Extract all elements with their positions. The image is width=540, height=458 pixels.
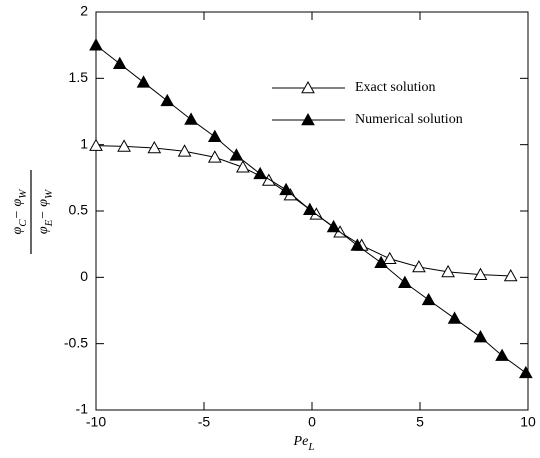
series-line	[95, 145, 511, 277]
marker	[147, 140, 162, 154]
marker	[398, 275, 412, 288]
marker	[518, 365, 533, 379]
x-tick-label: 10	[520, 414, 536, 430]
marker	[89, 38, 103, 51]
y-tick-label: 0	[80, 268, 88, 284]
y-label-numerator-part: − φ	[10, 198, 25, 219]
x-tick-label: -5	[198, 414, 211, 430]
legend-label: Numerical solution	[355, 112, 463, 127]
marker	[382, 251, 397, 265]
y-tick-label: 0.5	[69, 202, 89, 218]
y-label-denominator: φE− φW	[36, 189, 54, 234]
marker	[421, 292, 436, 306]
marker	[184, 112, 198, 125]
y-label-denominator-part: φ	[36, 226, 51, 234]
marker	[473, 267, 488, 280]
marker	[473, 330, 488, 343]
y-label-denominator-part: W	[43, 189, 55, 199]
legend-label: Exact solution	[355, 80, 436, 95]
x-tick-label: -10	[86, 414, 106, 430]
marker	[447, 311, 462, 324]
marker	[112, 56, 127, 70]
y-tick-label: 1	[80, 135, 88, 151]
marker	[207, 129, 222, 143]
marker	[136, 75, 151, 88]
marker	[374, 255, 388, 269]
y-tick-label: -0.5	[64, 334, 88, 350]
x-axis-label: PeL	[293, 434, 315, 452]
marker	[229, 148, 244, 161]
marker	[441, 264, 455, 278]
marker	[326, 219, 341, 233]
marker	[253, 166, 268, 180]
legend-marker	[301, 80, 315, 94]
y-label-denominator-part: E	[43, 219, 55, 227]
y-label-numerator-part: φ	[10, 226, 25, 234]
marker	[236, 160, 250, 173]
x-tick-label: 0	[308, 414, 316, 430]
marker	[495, 348, 509, 361]
y-tick-label: 1.5	[69, 69, 89, 85]
y-label-denominator-part: − φ	[36, 199, 51, 220]
marker	[412, 259, 426, 273]
legend-marker	[301, 112, 315, 126]
marker	[177, 144, 192, 157]
x-axis-label-part: L	[307, 441, 314, 453]
x-axis-label-part: Pe	[293, 434, 309, 449]
marker	[302, 202, 317, 215]
y-label-numerator: φC− φW	[10, 189, 28, 235]
x-tick-label: 5	[416, 414, 424, 430]
y-label-numerator-part: W	[17, 189, 29, 199]
marker	[207, 150, 222, 163]
marker	[117, 139, 131, 152]
y-label-numerator-part: C	[17, 219, 29, 227]
marker	[350, 238, 365, 251]
marker	[503, 268, 518, 282]
y-tick-label: -1	[76, 401, 89, 417]
marker	[160, 93, 175, 107]
y-tick-label: 2	[80, 3, 88, 19]
marker	[89, 138, 103, 151]
marker	[261, 173, 276, 186]
marker	[279, 182, 293, 196]
